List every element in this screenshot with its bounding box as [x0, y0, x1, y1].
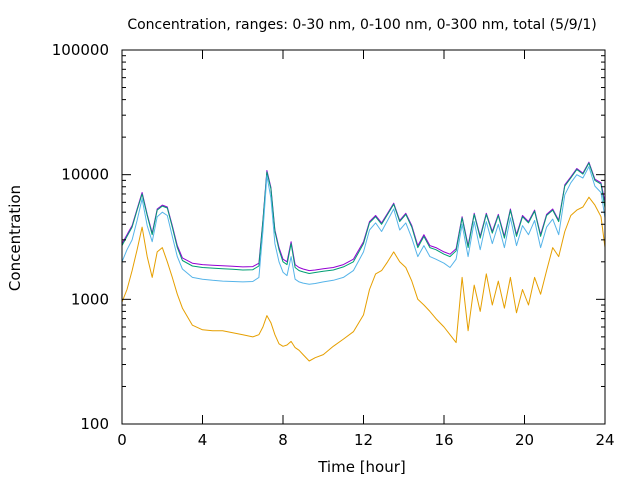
series-line-1	[121, 161, 606, 272]
y-tick-label: 100	[80, 415, 109, 433]
tick-layer: 100 1000 10000 100000 0 4 8 12 16 20 24	[52, 41, 615, 449]
series-line-4	[121, 196, 606, 362]
x-tick-label: 12	[354, 431, 373, 449]
chart-title: Concentration, ranges: 0-30 nm, 0-100 nm…	[127, 17, 596, 33]
x-tick-label: 20	[515, 431, 534, 449]
x-tick-label: 8	[278, 431, 288, 449]
series-layer	[121, 161, 606, 362]
y-tick-label: 10000	[61, 166, 109, 184]
series-line-3	[121, 166, 606, 285]
series-line-2	[121, 162, 606, 274]
y-axis-label: Concentration	[6, 185, 24, 291]
x-tick-label: 4	[198, 431, 208, 449]
x-tick-label: 16	[434, 431, 453, 449]
y-tick-label: 1000	[71, 290, 109, 308]
x-tick-label: 24	[595, 431, 614, 449]
x-axis-label: Time [hour]	[317, 458, 406, 476]
x-tick-label: 0	[117, 431, 127, 449]
plot-frame	[121, 49, 606, 425]
y-tick-label: 100000	[52, 41, 109, 59]
